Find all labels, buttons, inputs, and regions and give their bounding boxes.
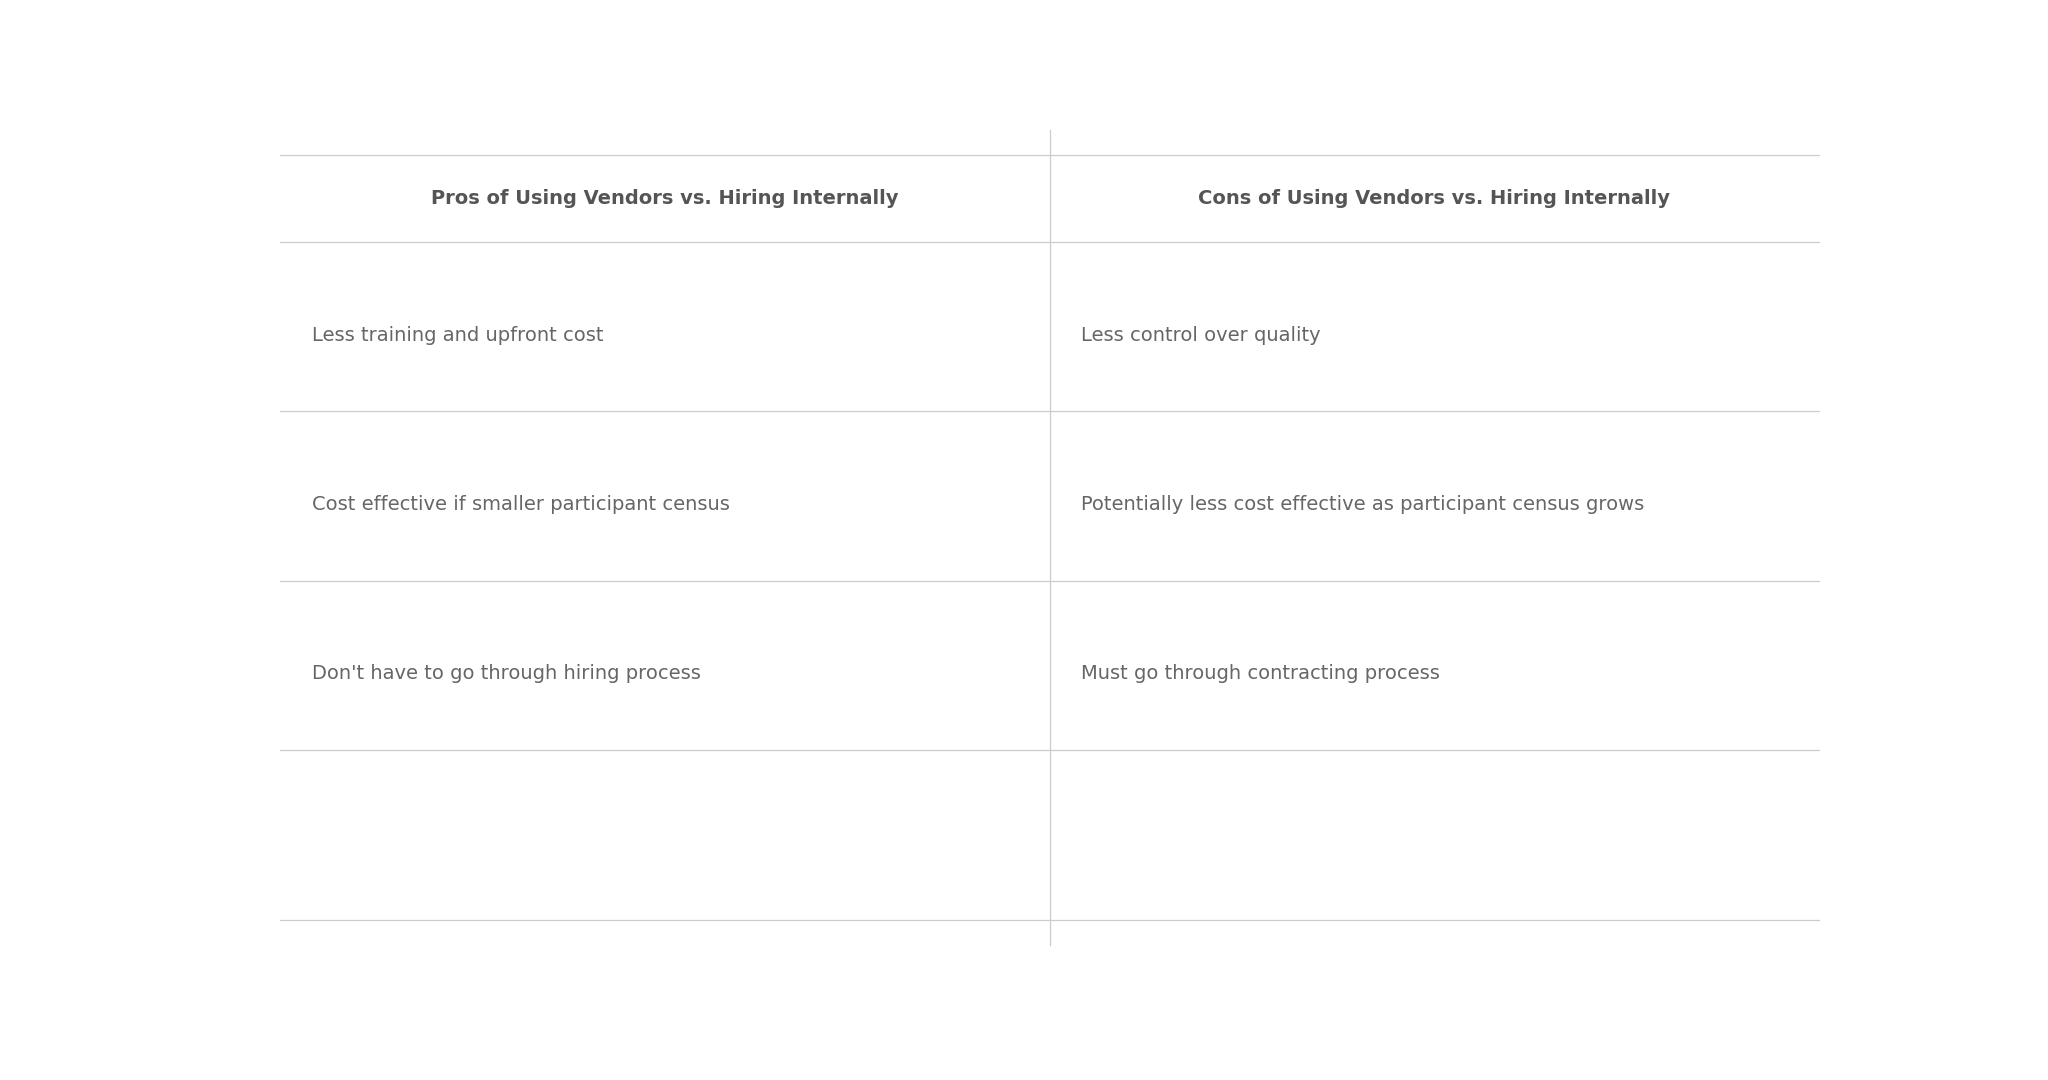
Text: Cost effective if smaller participant census: Cost effective if smaller participant ce… xyxy=(311,495,729,514)
Text: Potentially less cost effective as participant census grows: Potentially less cost effective as parti… xyxy=(1081,495,1645,514)
Text: Less training and upfront cost: Less training and upfront cost xyxy=(311,325,602,345)
Text: Must go through contracting process: Must go through contracting process xyxy=(1081,664,1440,684)
Text: Cons of Using Vendors vs. Hiring Internally: Cons of Using Vendors vs. Hiring Interna… xyxy=(1198,189,1671,207)
Text: Don't have to go through hiring process: Don't have to go through hiring process xyxy=(311,664,700,684)
Text: Less control over quality: Less control over quality xyxy=(1081,325,1321,345)
Text: Pros of Using Vendors vs. Hiring Internally: Pros of Using Vendors vs. Hiring Interna… xyxy=(430,189,899,207)
